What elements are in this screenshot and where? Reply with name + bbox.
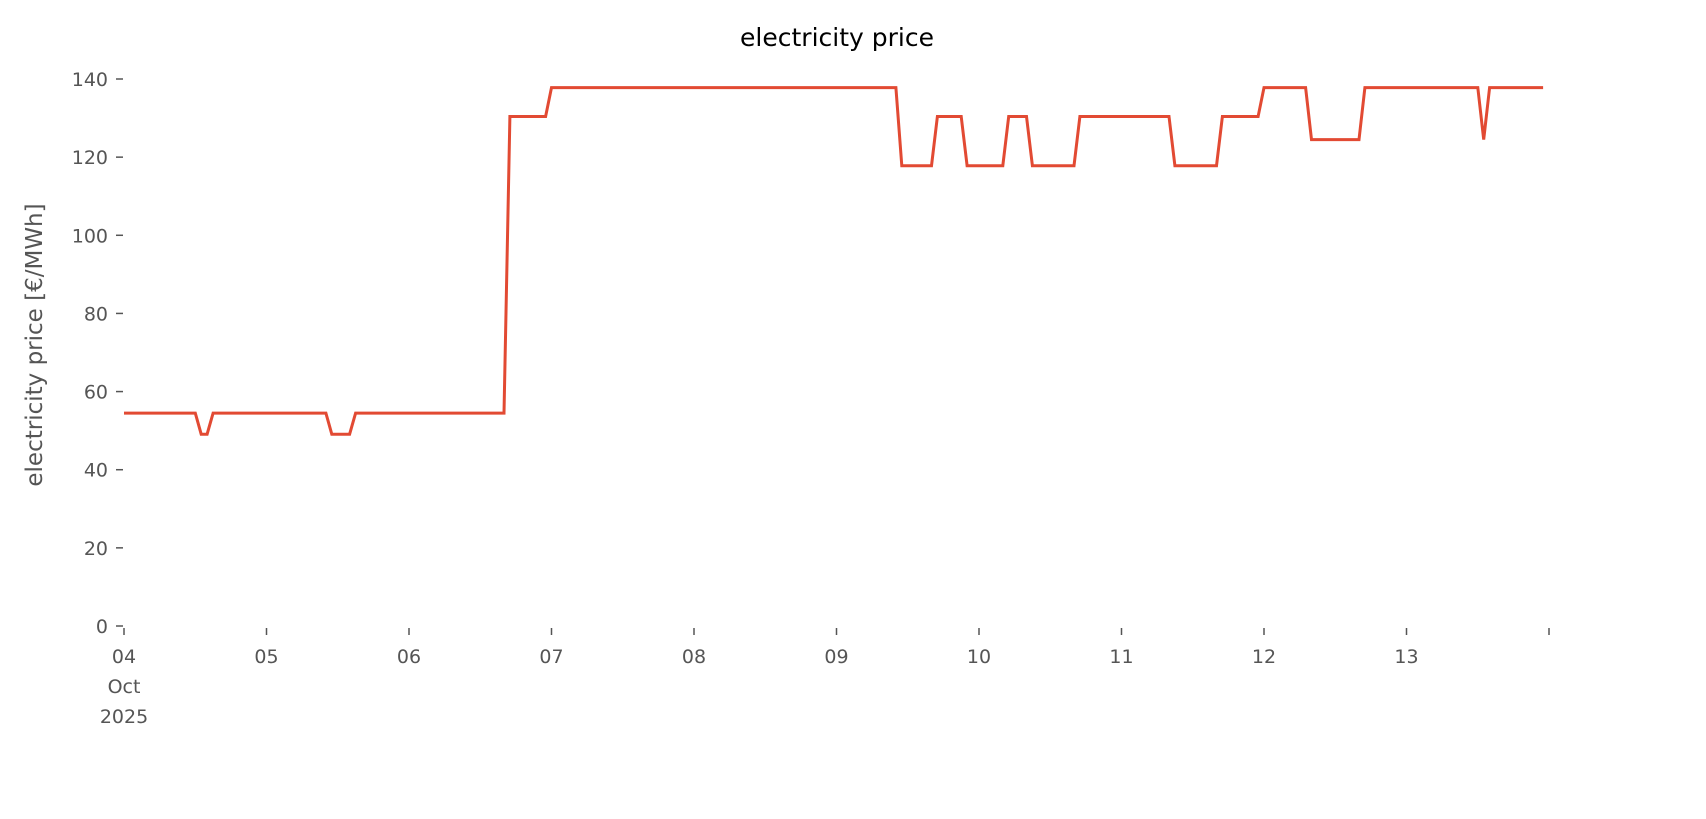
y-axis-label: electricity price [€/MWh] [22, 203, 48, 486]
y-tick-label: 120 [72, 147, 108, 169]
x-tick-label: 07 [539, 646, 563, 668]
x-tick-label: 09 [824, 646, 848, 668]
x-tick-label: 11 [1109, 646, 1133, 668]
x-tick-label: 10 [967, 646, 991, 668]
y-tick-label: 100 [72, 225, 108, 247]
y-axis: 0 20 40 60 80 100 120 140 [72, 69, 123, 638]
x-tick-label: 05 [254, 646, 278, 668]
x-tick-label: 08 [682, 646, 706, 668]
x-tick-label: 06 [397, 646, 421, 668]
x-axis: 04 Oct 2025 05 06 07 08 09 10 11 12 13 [100, 628, 1550, 728]
x-tick-label: 2025 [100, 706, 148, 728]
x-tick-label: 13 [1394, 646, 1418, 668]
y-tick-label: 60 [84, 382, 108, 404]
price-series-line [124, 86, 1544, 436]
y-tick-label: 40 [84, 460, 108, 482]
y-tick-label: 80 [84, 303, 108, 325]
y-tick-label: 20 [84, 538, 108, 560]
y-tick-label: 140 [72, 69, 108, 91]
chart-title: electricity price [740, 23, 934, 52]
x-tick-label: Oct [108, 676, 141, 698]
x-tick-label: 12 [1252, 646, 1276, 668]
x-tick-label: 04 [112, 646, 136, 668]
y-tick-label: 0 [96, 616, 108, 638]
